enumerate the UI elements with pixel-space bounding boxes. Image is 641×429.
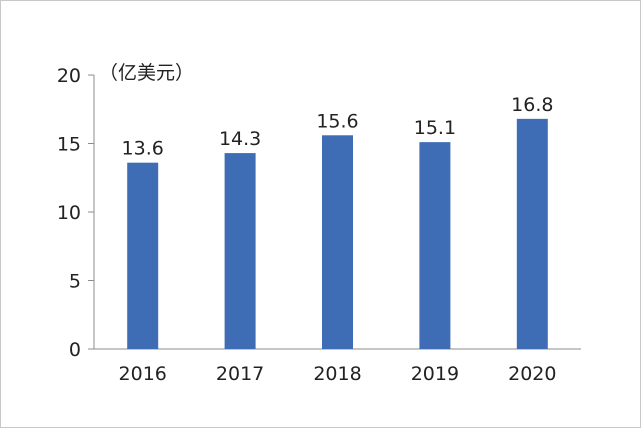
bar-2016 (127, 162, 159, 349)
bar-2017 (224, 153, 256, 349)
y-tick-label: 5 (69, 271, 81, 293)
y-tick-label: 20 (57, 65, 81, 87)
x-tick-label-2017: 2017 (216, 363, 264, 385)
bar-2018 (322, 135, 353, 349)
data-label-2020: 16.8 (511, 94, 553, 116)
y-tick-label: 0 (69, 339, 81, 361)
data-label-2019: 15.1 (414, 117, 456, 139)
x-tick-label-2019: 2019 (411, 363, 459, 385)
unit-label: （亿美元） (99, 62, 194, 84)
bar-2019 (419, 142, 451, 349)
x-tick-label-2016: 2016 (119, 363, 167, 385)
x-tick-label-2018: 2018 (313, 363, 361, 385)
data-label-2017: 14.3 (219, 128, 261, 150)
bar-2020 (516, 118, 548, 349)
data-label-2018: 15.6 (316, 110, 358, 132)
x-tick-label-2020: 2020 (508, 363, 556, 385)
data-label-2016: 13.6 (122, 138, 164, 160)
x-axis-ticks: 2016 2017 2018 2019 2020 (119, 363, 557, 385)
y-tick-label: 15 (57, 134, 81, 156)
bars: 13.6 14.3 15.6 15.1 16.8 (122, 94, 553, 349)
y-tick-label: 10 (57, 202, 81, 224)
y-axis-ticks: 0 5 10 15 20 (57, 65, 94, 361)
